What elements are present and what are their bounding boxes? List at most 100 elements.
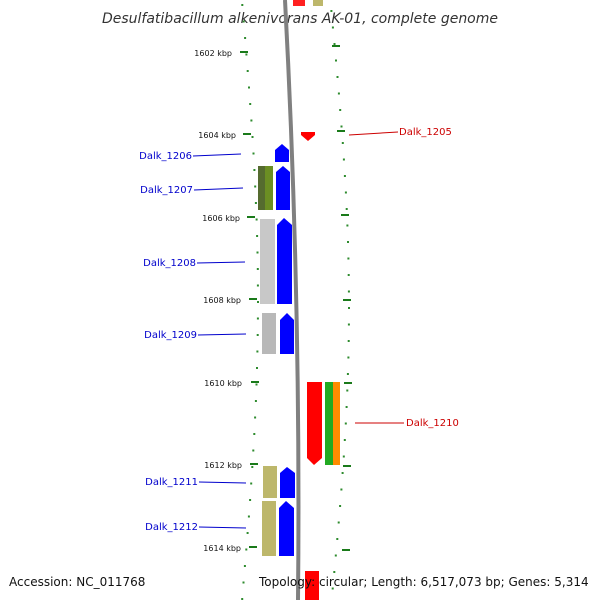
minor-tick xyxy=(242,20,245,23)
gene-label-dalk-1212[interactable]: Dalk_1212 xyxy=(145,522,198,533)
minor-tick xyxy=(342,455,345,458)
minor-tick xyxy=(254,185,257,188)
major-tick xyxy=(247,216,255,218)
minor-tick xyxy=(252,449,255,452)
gene-label-dalk-1205[interactable]: Dalk_1205 xyxy=(399,127,452,138)
minor-tick xyxy=(256,284,259,287)
major-tick-right xyxy=(341,214,349,216)
major-tick-right xyxy=(344,382,352,384)
minor-tick xyxy=(347,241,349,243)
gene-dalk-1206 xyxy=(275,144,289,162)
minor-tick xyxy=(244,37,247,39)
kbp-label: 1602 kbp xyxy=(194,49,232,58)
minor-tick xyxy=(346,389,349,392)
edge-gene-reverse-bottom xyxy=(305,571,319,600)
minor-tick xyxy=(253,433,256,435)
minor-tick xyxy=(247,515,250,518)
major-tick-right xyxy=(342,549,350,551)
scale-labels: 1602 kbp 1604 kbp 1606 kbp 1608 kbp 1610… xyxy=(194,45,352,553)
minor-tick xyxy=(249,499,252,501)
minor-tick xyxy=(250,482,253,485)
minor-tick xyxy=(245,548,248,551)
gene-label-dalk-1209[interactable]: Dalk_1209 xyxy=(144,330,197,341)
accession-text: Accession: NC_011768 xyxy=(9,575,145,589)
major-tick-right xyxy=(337,130,345,132)
minor-tick xyxy=(246,532,249,534)
minor-tick xyxy=(241,598,244,600)
leader-dalk-1205 xyxy=(348,131,399,136)
minor-tick xyxy=(331,587,334,590)
minor-tick xyxy=(256,235,259,237)
minor-tick xyxy=(256,350,259,353)
minor-tick xyxy=(336,538,339,540)
minor-tick xyxy=(254,202,257,204)
genome-title: Desulfatibacillum alkenivorans AK-01, co… xyxy=(102,11,498,27)
minor-tick xyxy=(333,571,336,573)
minor-tick xyxy=(256,251,259,254)
minor-tick xyxy=(346,224,349,227)
minor-tick xyxy=(255,383,258,386)
top-edge-features xyxy=(293,0,323,600)
minor-tick xyxy=(250,119,253,122)
minor-tick xyxy=(242,581,245,584)
gene-label-dalk-1210[interactable]: Dalk_1210 xyxy=(406,418,459,429)
edge-cog-block xyxy=(313,0,323,6)
gene-dalk-1209 xyxy=(280,313,294,354)
minor-tick xyxy=(343,439,346,441)
minor-tick xyxy=(347,356,350,359)
leader-dalk-1208 xyxy=(196,261,246,264)
minor-tick xyxy=(251,136,254,138)
minor-tick xyxy=(245,53,248,56)
minor-tick xyxy=(336,76,339,78)
tick-marks-right xyxy=(330,10,350,590)
minor-tick xyxy=(251,466,254,468)
minor-tick xyxy=(342,158,345,161)
kbp-label: 1604 kbp xyxy=(198,131,236,140)
label-leader-lines xyxy=(192,131,404,529)
minor-tick xyxy=(337,521,340,524)
minor-tick xyxy=(333,43,336,45)
gene-labels: Dalk_1205 Dalk_1206 Dalk_1207 Dalk_1208 … xyxy=(139,127,459,533)
kbp-label: 1612 kbp xyxy=(204,461,242,470)
minor-tick xyxy=(345,406,348,408)
minor-tick xyxy=(256,367,258,369)
minor-tick xyxy=(339,505,342,507)
major-tick-right xyxy=(343,465,351,467)
kbp-label: 1614 kbp xyxy=(203,544,241,553)
gene-dalk-1208 xyxy=(277,218,292,304)
kbp-label: 1610 kbp xyxy=(204,379,242,388)
minor-tick xyxy=(255,218,258,221)
minor-tick xyxy=(256,268,259,270)
edge-gene-reverse xyxy=(293,0,305,6)
cog-block-dalk-1209 xyxy=(262,313,276,354)
cog-block-dalk-1212 xyxy=(262,501,276,556)
minor-tick xyxy=(254,416,257,419)
minor-tick xyxy=(339,109,342,111)
minor-tick xyxy=(256,317,259,320)
minor-tick xyxy=(341,472,344,474)
gene-dalk-1211 xyxy=(280,467,295,498)
gene-dalk-1207 xyxy=(276,166,290,210)
minor-tick xyxy=(348,307,350,309)
gene-label-dalk-1206[interactable]: Dalk_1206 xyxy=(139,151,192,162)
cog-blocks xyxy=(258,166,340,556)
gene-label-dalk-1207[interactable]: Dalk_1207 xyxy=(140,185,193,196)
minor-tick xyxy=(257,301,259,303)
major-tick xyxy=(251,381,259,383)
minor-tick xyxy=(347,323,350,326)
gene-dalk-1205 xyxy=(301,132,315,141)
gene-label-dalk-1211[interactable]: Dalk_1211 xyxy=(145,477,198,488)
minor-tick xyxy=(252,152,255,155)
minor-tick xyxy=(346,373,349,375)
leader-dalk-1211 xyxy=(198,481,247,484)
cog-block-dalk-1210 xyxy=(325,382,333,465)
forward-genes xyxy=(275,144,295,556)
cog-block-dalk-1208 xyxy=(260,219,275,304)
gene-dalk-1212 xyxy=(279,501,294,556)
minor-tick xyxy=(253,169,256,171)
minor-tick xyxy=(337,92,340,95)
minor-tick xyxy=(256,334,259,336)
leader-dalk-1206 xyxy=(192,153,242,157)
gene-label-dalk-1208[interactable]: Dalk_1208 xyxy=(143,258,196,269)
